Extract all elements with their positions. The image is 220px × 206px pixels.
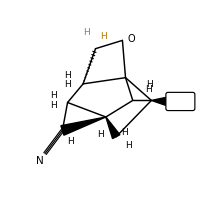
Text: obs: obs — [174, 97, 189, 107]
Text: H: H — [121, 127, 128, 136]
FancyBboxPatch shape — [166, 93, 195, 111]
Text: H: H — [83, 27, 90, 36]
Text: H: H — [125, 141, 132, 150]
Polygon shape — [106, 117, 120, 139]
Text: H: H — [100, 32, 107, 41]
Text: H: H — [145, 84, 152, 93]
Text: H: H — [64, 71, 71, 80]
Text: H: H — [146, 80, 153, 89]
Text: H: H — [67, 137, 74, 146]
Polygon shape — [61, 117, 106, 136]
Text: N: N — [36, 155, 44, 165]
Text: O: O — [128, 34, 136, 44]
Text: H: H — [50, 90, 57, 99]
Text: H: H — [50, 101, 57, 110]
Polygon shape — [151, 97, 168, 107]
Text: H: H — [64, 80, 71, 89]
Text: H: H — [97, 129, 104, 138]
